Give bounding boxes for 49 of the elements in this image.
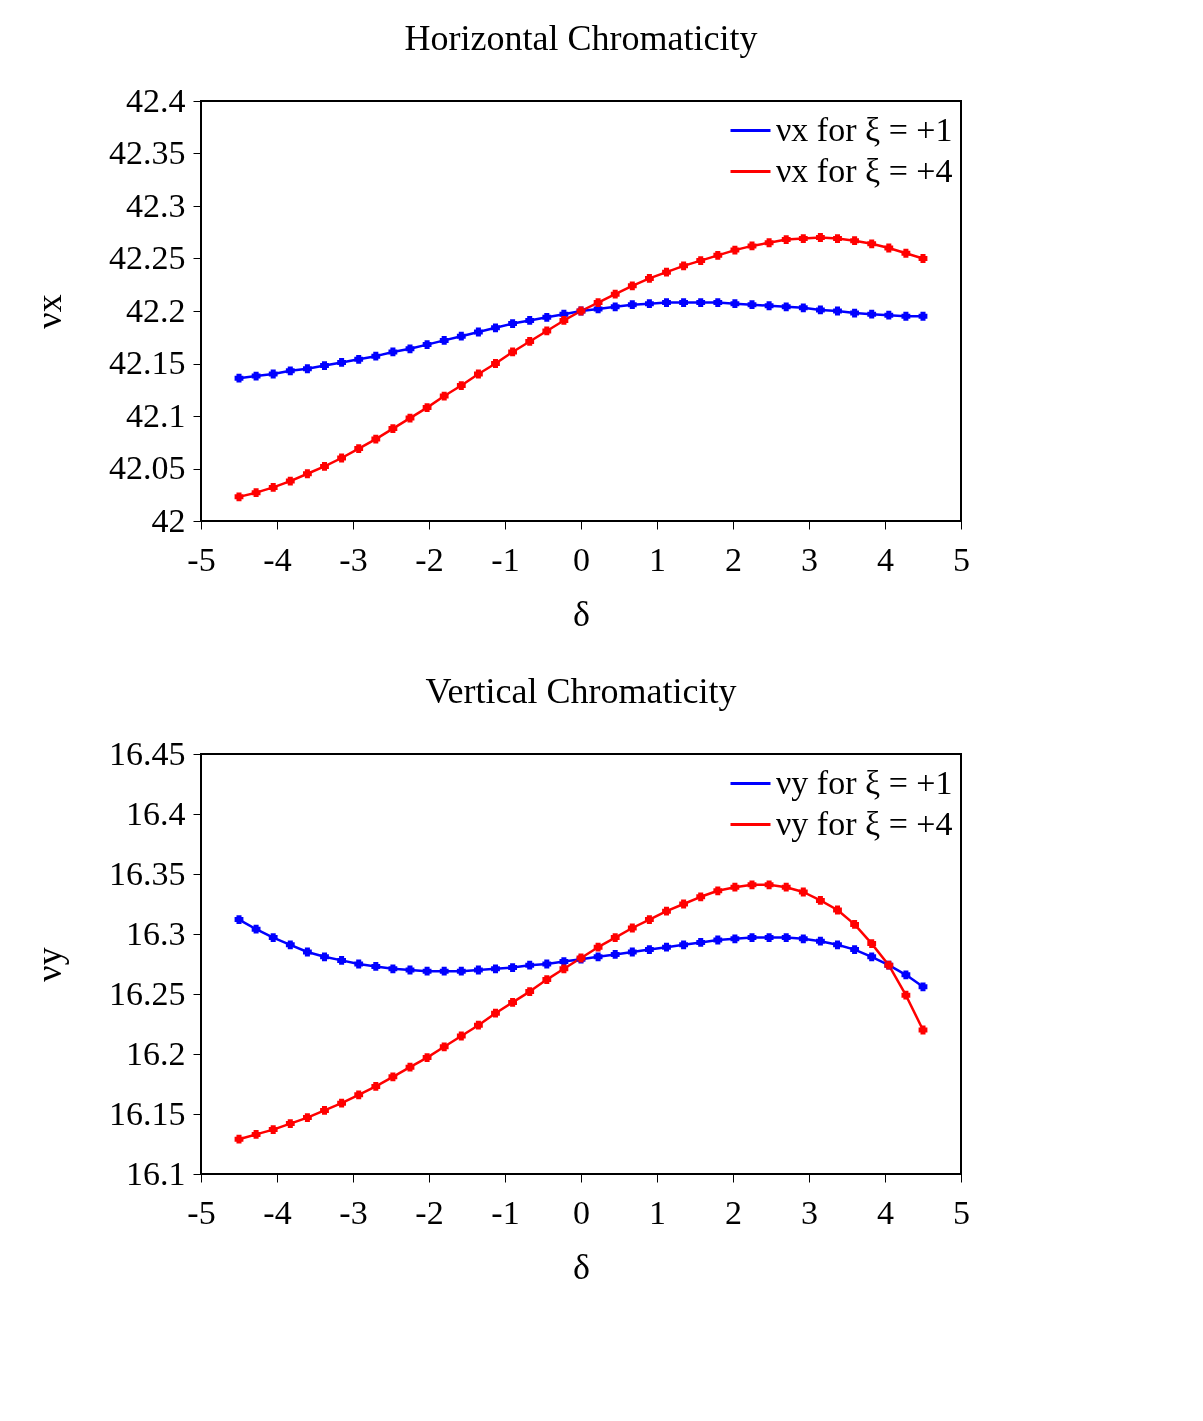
y-tick-label: 16.1 <box>126 1154 186 1192</box>
x-axis-title: δ <box>573 1246 590 1287</box>
x-axis-title: δ <box>573 593 590 634</box>
chart-title: Vertical Chromaticity <box>425 671 737 711</box>
x-tick-label: 1 <box>649 1193 666 1231</box>
x-tick-label: -3 <box>339 1193 368 1231</box>
legend-label: νx for ξ = +4 <box>776 151 953 189</box>
x-tick-label: -3 <box>339 540 368 578</box>
y-tick-label: 16.25 <box>109 974 186 1012</box>
y-tick-label: 42.05 <box>109 449 186 486</box>
y-tick-label: 42.3 <box>126 186 186 224</box>
x-tick-label: 0 <box>573 540 590 578</box>
x-tick-label: -2 <box>415 540 444 578</box>
x-tick-label: -5 <box>187 540 216 578</box>
y-tick-label: 42.2 <box>126 291 186 329</box>
x-tick-label: -1 <box>491 1193 520 1231</box>
x-tick-label: 2 <box>725 540 742 578</box>
y-tick-label: 16.45 <box>109 734 186 772</box>
legend-label: νx for ξ = +1 <box>776 110 953 148</box>
y-tick-label: 42.25 <box>109 239 186 276</box>
y-tick-label: 42 <box>151 501 186 539</box>
y-tick-label: 16.4 <box>126 794 186 832</box>
x-tick-label: 4 <box>877 540 894 578</box>
y-axis-title: νy <box>29 947 69 982</box>
x-tick-label: 5 <box>953 1193 970 1231</box>
x-tick-label: -5 <box>187 1193 216 1231</box>
y-tick-label: 16.3 <box>126 914 186 952</box>
y-tick-label: 42.4 <box>126 81 186 119</box>
x-tick-label: -4 <box>263 1193 292 1231</box>
legend-label: νy for ξ = +1 <box>776 763 953 801</box>
x-tick-label: 1 <box>649 540 666 578</box>
x-tick-label: 2 <box>725 1193 742 1231</box>
y-tick-label: 16.15 <box>109 1094 186 1132</box>
x-tick-label: 5 <box>953 540 970 578</box>
x-tick-label: -2 <box>415 1193 444 1231</box>
y-tick-label: 16.2 <box>126 1034 186 1072</box>
x-tick-label: -1 <box>491 540 520 578</box>
x-tick-label: 0 <box>573 1193 590 1231</box>
y-axis-title: νx <box>29 294 69 329</box>
x-tick-label: 3 <box>801 540 818 578</box>
legend-label: νy for ξ = +4 <box>776 804 953 842</box>
chart-title: Horizontal Chromaticity <box>404 18 758 58</box>
y-tick-label: 42.1 <box>126 396 186 434</box>
y-tick-label: 42.15 <box>109 344 186 381</box>
x-tick-label: 4 <box>877 1193 894 1231</box>
x-tick-label: -4 <box>263 540 292 578</box>
y-tick-label: 42.35 <box>109 134 186 171</box>
x-tick-label: 3 <box>801 1193 818 1231</box>
y-tick-label: 16.35 <box>109 854 186 892</box>
